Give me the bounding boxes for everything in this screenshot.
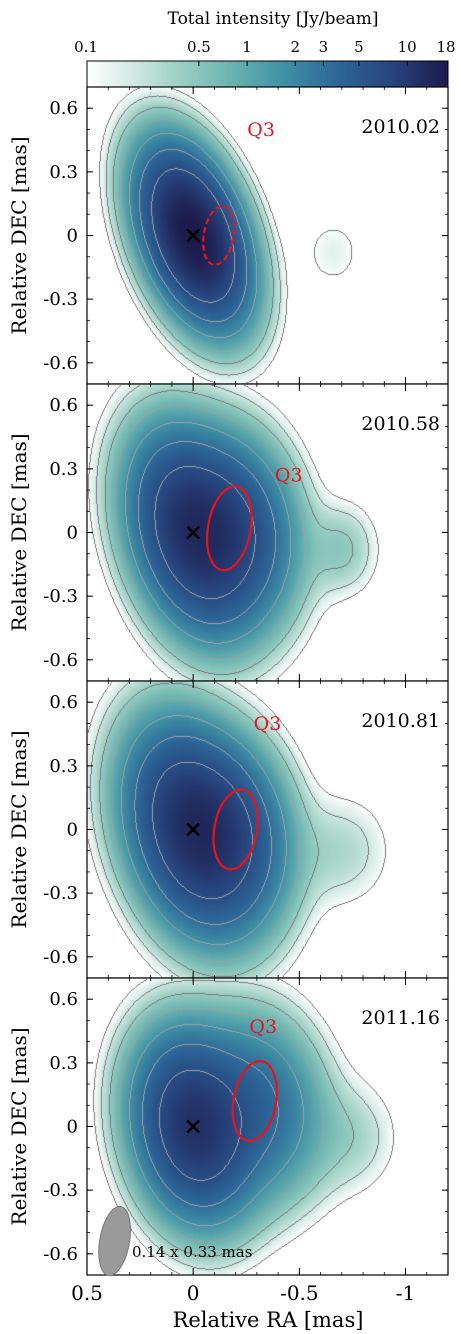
colorbar: Total intensity [Jy/beam] 0.1 0.5 1 2 3 5 10 18 (74, 9, 456, 91)
core-marker (186, 1119, 201, 1134)
q3-label: Q3 (254, 713, 282, 735)
q3-ellipse (231, 1060, 278, 1143)
q3-label: Q3 (249, 1016, 277, 1038)
colorbar-tick-label: 0.5 (187, 38, 211, 56)
colorbar-ticks (86, 61, 449, 66)
y-tick-label: -0.6 (43, 353, 78, 374)
beam-label: 0.14 x 0.33 mas (132, 1243, 252, 1261)
colorbar-tick-label: 3 (319, 38, 329, 56)
panels: Q3 2010.02 0.6 0.3 0 -0.3 -0.6 Relative DEC [ma… (7, 86, 449, 1305)
y-tick-label: 0 (67, 226, 78, 247)
colorbar-tick-label: 10 (398, 38, 417, 56)
colorbar-label: Total intensity [Jy/beam] (168, 9, 379, 29)
colorbar-tick-label: 18 (436, 38, 455, 56)
colorbar-tick-label: 2 (290, 38, 300, 56)
q3-ellipse (202, 205, 236, 266)
epoch-label: 2010.02 (361, 116, 440, 138)
panel-2010-81: Q3 2010.81 0.6 0.3 0 -0.3 -0.6 Relative DEC [ma… (7, 680, 449, 979)
intensity-map (87, 87, 448, 384)
y-tick-label: -0.3 (43, 1180, 78, 1201)
x-tick-label: -1 (396, 1281, 415, 1305)
x-axis-label: Relative RA [mas] (173, 1308, 364, 1332)
y-tick-label: 0.3 (49, 459, 78, 480)
panel-2010-02: Q3 2010.02 0.6 0.3 0 -0.3 -0.6 Relative DEC [ma… (7, 86, 449, 385)
epoch-label: 2010.58 (361, 413, 440, 435)
y-axis-label: Relative DEC [mas] (7, 136, 31, 334)
colorbar-gradient (86, 60, 449, 91)
x-tick-label: 0 (187, 1281, 200, 1305)
y-tick-label: 0 (67, 820, 78, 841)
y-tick-label: 0.3 (49, 162, 78, 183)
core-marker (186, 525, 201, 540)
q3-ellipse (206, 485, 253, 572)
q3-label: Q3 (275, 465, 303, 487)
y-tick-label: -0.3 (43, 289, 78, 310)
beam-ellipse (98, 1205, 131, 1277)
y-tick-label: -0.3 (43, 883, 78, 904)
y-axis-label: Relative DEC [mas] (7, 1027, 31, 1225)
q3-ellipse (212, 788, 259, 871)
y-tick-label: 0.3 (49, 756, 78, 777)
y-tick-label: -0.6 (43, 1244, 78, 1265)
colorbar-tick-labels: 0.1 0.5 1 2 3 5 10 18 (74, 38, 455, 56)
y-tick-label: 0 (67, 523, 78, 544)
y-tick-label: 0.6 (49, 989, 78, 1010)
y-axis-label: Relative DEC [mas] (7, 433, 31, 631)
y-tick-label: 0.6 (49, 692, 78, 713)
epoch-label: 2011.16 (361, 1007, 440, 1029)
y-tick-label: 0.3 (49, 1053, 78, 1074)
y-tick-label: -0.6 (43, 650, 78, 671)
y-tick-label: 0.6 (49, 395, 78, 416)
colorbar-tick-label: 1 (242, 38, 252, 56)
panel-2010-58: Q3 2010.58 0.6 0.3 0 -0.3 -0.6 Relative DEC [ma… (7, 383, 449, 682)
x-tick-label: -0.5 (280, 1281, 319, 1305)
colorbar-tick-label: 5 (354, 38, 364, 56)
panel-2011-16: Q3 2011.16 0.6 0.3 0 -0.3 -0.6 Relative DEC [ma… (7, 977, 449, 1305)
y-tick-label: 0.6 (49, 98, 78, 119)
y-axis-label: Relative DEC [mas] (7, 730, 31, 928)
y-tick-label: 0 (67, 1117, 78, 1138)
intensity-map (87, 384, 448, 681)
q3-label: Q3 (247, 119, 275, 141)
x-tick-label: 0.5 (71, 1281, 103, 1305)
core-marker (186, 228, 201, 243)
core-marker (186, 822, 201, 837)
colorbar-tick-label: 0.1 (74, 38, 98, 56)
y-tick-label: -0.6 (43, 947, 78, 968)
epoch-label: 2010.81 (361, 710, 440, 732)
intensity-map (87, 681, 448, 978)
y-tick-label: -0.3 (43, 586, 78, 607)
